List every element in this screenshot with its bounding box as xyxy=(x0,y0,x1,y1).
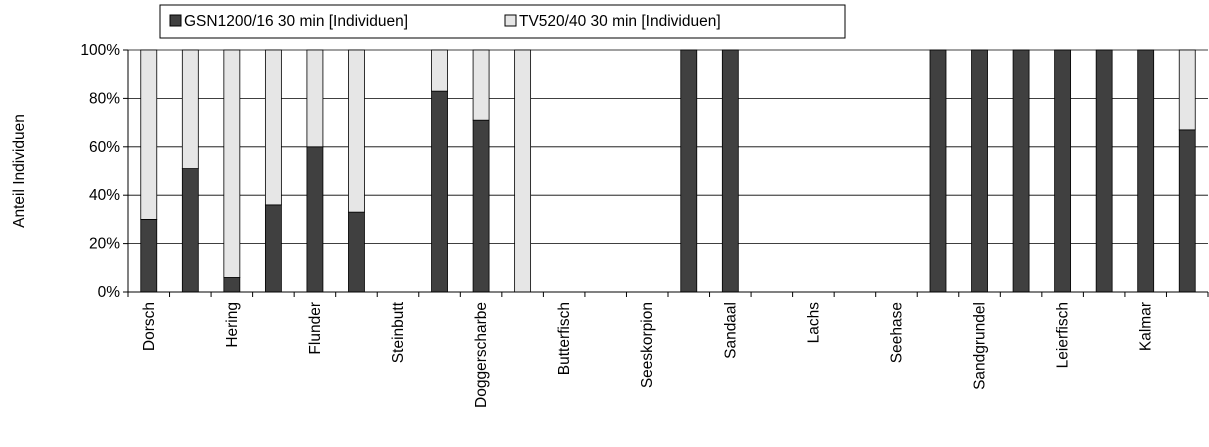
bar-segment-gsn xyxy=(140,218,158,293)
y-tick-label: 20% xyxy=(89,236,120,253)
bar-segment-tv xyxy=(1178,49,1196,131)
bar-segment-gsn xyxy=(223,277,241,293)
x-category-label: Seehase xyxy=(888,302,905,363)
bar-segment-gsn xyxy=(472,119,490,293)
legend-box xyxy=(159,4,846,39)
legend-swatch-tv xyxy=(504,14,517,27)
x-axis: Dorsch Hering Flunder Steinbutt Doggerscharb… xyxy=(127,291,1209,408)
x-category-label: Seeskorpion xyxy=(639,302,656,388)
y-tick-label: 0% xyxy=(98,284,121,301)
bar-segment-gsn xyxy=(181,168,199,293)
bar-segment-gsn xyxy=(264,204,282,293)
bar-segment-gsn xyxy=(971,49,988,293)
bar-segment-tv xyxy=(514,49,532,293)
legend: GSN1200/16 30 min [Individuen] TV520/40 … xyxy=(159,4,846,39)
legend-swatch-gsn xyxy=(169,14,182,27)
bar-segment-tv xyxy=(140,49,158,220)
bar-segment-gsn xyxy=(306,146,324,293)
legend-label-tv: TV520/40 30 min [Individuen] xyxy=(519,13,721,30)
bar-segment-tv xyxy=(181,49,199,169)
bar-segment-gsn xyxy=(431,90,448,293)
y-tick-label: 60% xyxy=(89,139,120,156)
x-category-label: Lachs xyxy=(805,302,822,344)
gridlines xyxy=(128,49,1208,245)
y-tick-label: 40% xyxy=(89,187,120,204)
x-category-label: Hering xyxy=(224,302,241,348)
bar-segment-gsn xyxy=(348,211,365,293)
y-tick-label: 80% xyxy=(89,90,120,107)
x-category-label: Sandaal xyxy=(722,302,739,359)
bar-segment-gsn xyxy=(1054,49,1072,293)
x-category-label: Sandgrundel xyxy=(972,302,989,390)
x-category-label: Leierfisch xyxy=(1055,302,1072,368)
bar-segment-tv xyxy=(264,49,282,206)
y-tick-label: 100% xyxy=(80,42,120,59)
bar-segment-gsn xyxy=(1095,49,1113,293)
y-axis: 0% 20% 40% 60% 80% 100% xyxy=(80,42,129,301)
bar-segment-gsn xyxy=(680,49,698,293)
x-category-label: Flunder xyxy=(307,302,324,355)
bar-segment-gsn xyxy=(1137,49,1155,293)
legend-label-gsn: GSN1200/16 30 min [Individuen] xyxy=(184,13,408,30)
bar-segment-tv xyxy=(306,49,324,148)
bar-segment-gsn xyxy=(721,49,739,293)
x-category-label: Kalmar xyxy=(1138,302,1155,351)
bar-segment-tv xyxy=(348,49,365,213)
bar-segment-gsn xyxy=(1012,49,1030,293)
bar-segment-gsn xyxy=(929,49,947,293)
y-axis-title: Anteil Individuen xyxy=(11,114,28,228)
bar-segment-tv xyxy=(431,49,448,92)
bars xyxy=(140,49,1196,293)
x-category-label: Steinbutt xyxy=(390,301,407,363)
bar-segment-tv xyxy=(223,49,241,278)
x-category-label: Doggerscharbe xyxy=(473,302,490,408)
bar-segment-gsn xyxy=(1178,129,1196,293)
bar-segment-tv xyxy=(472,49,490,121)
x-category-label: Butterfisch xyxy=(556,302,573,375)
x-category-label: Dorsch xyxy=(141,302,158,351)
